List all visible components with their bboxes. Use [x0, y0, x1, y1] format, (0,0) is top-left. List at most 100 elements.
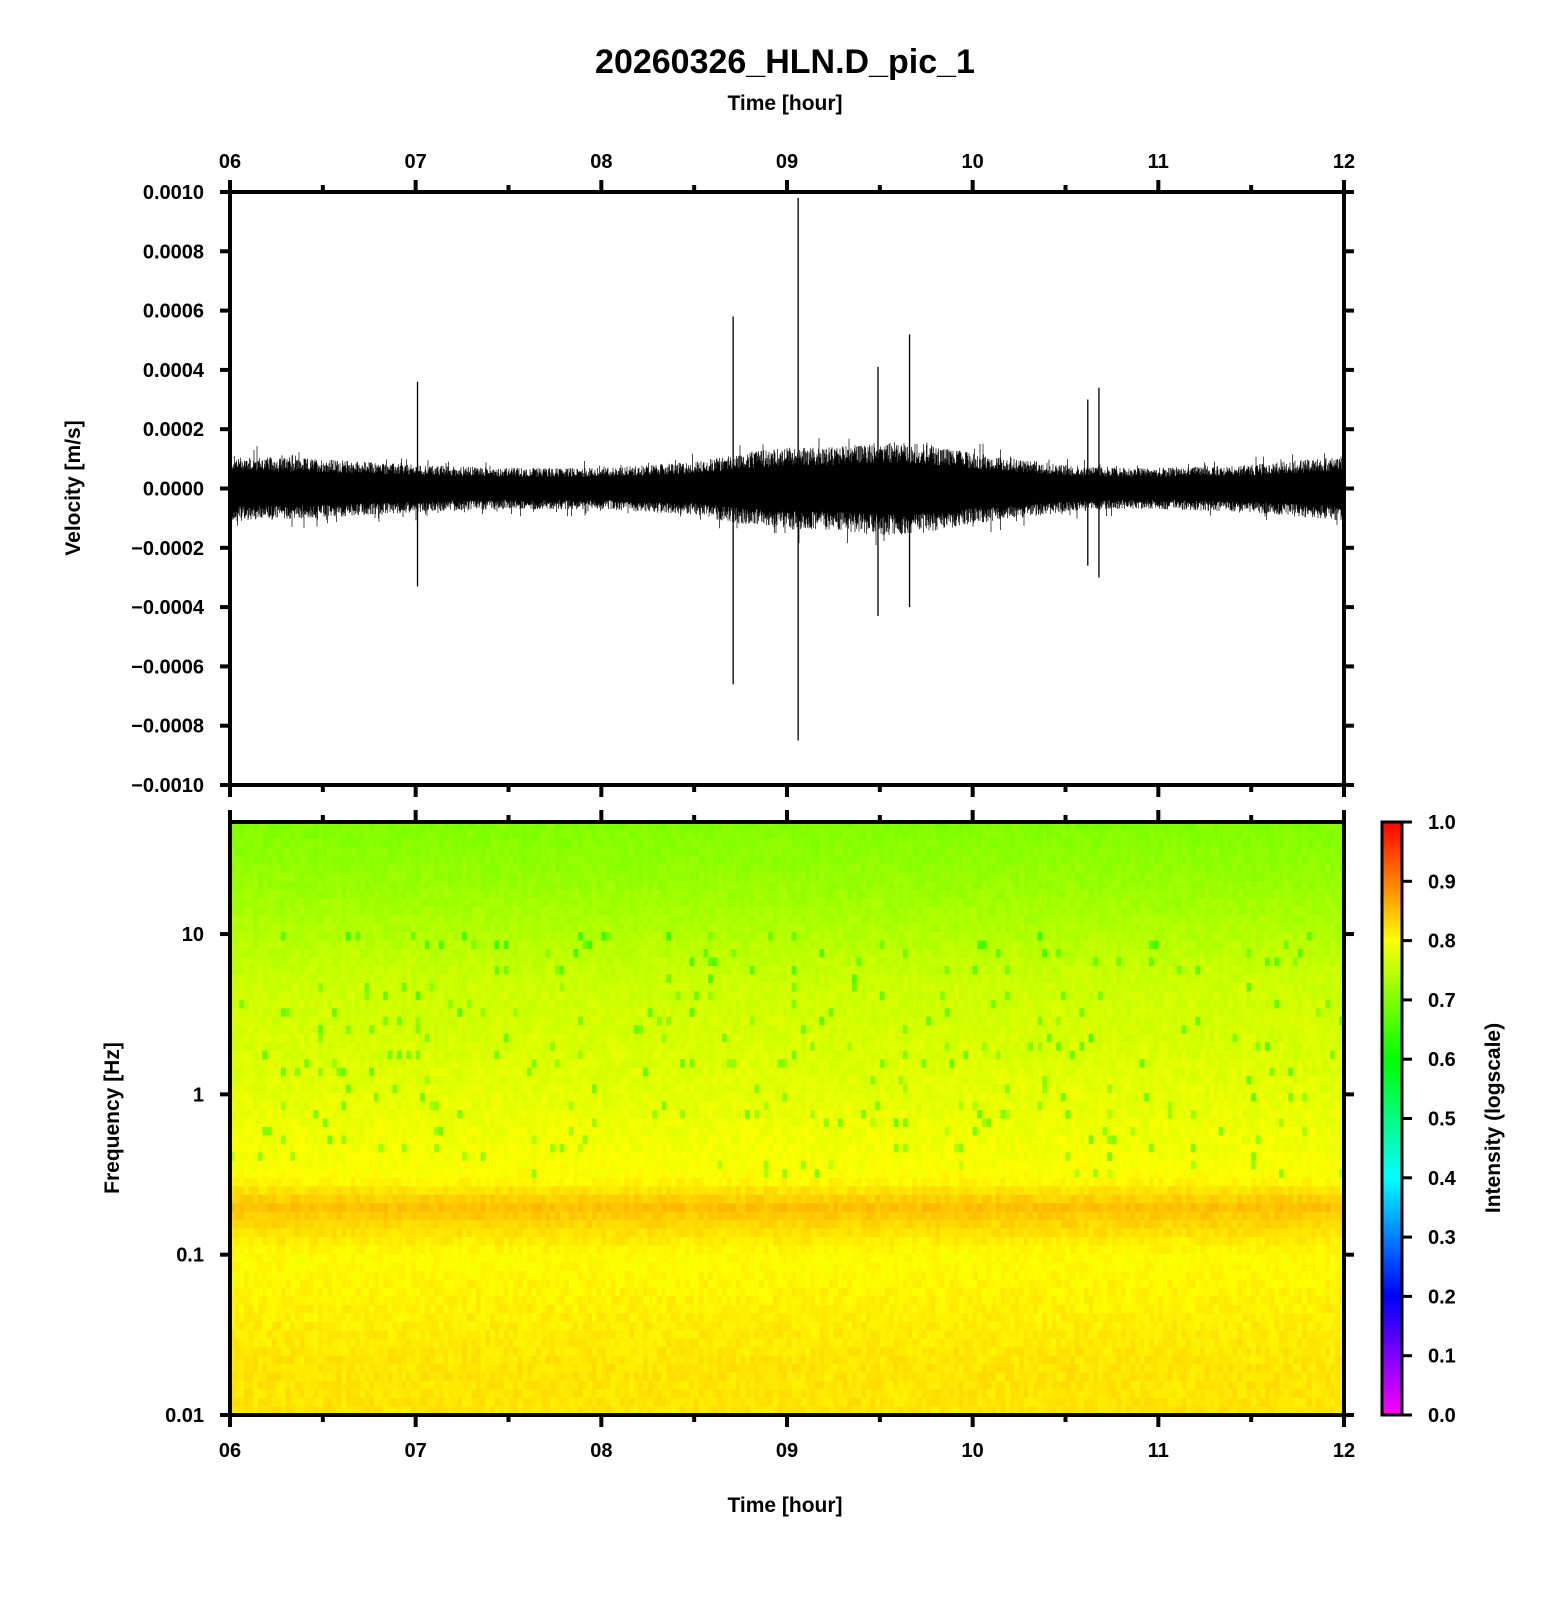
spectrogram-cell — [865, 889, 872, 899]
spectrogram-cell — [1251, 949, 1257, 959]
spectrogram-cell — [1084, 822, 1090, 832]
spectrogram-cell — [712, 855, 718, 865]
spectrogram-cell — [615, 872, 621, 882]
spectrogram-cell — [1060, 923, 1067, 933]
spectrogram-cell — [633, 949, 640, 959]
spectrogram-cell — [508, 906, 514, 916]
spectrogram-cell — [448, 906, 454, 916]
spectrogram-cell — [819, 881, 825, 891]
spectrogram-cell — [814, 864, 821, 874]
spectrogram-cell — [1302, 898, 1308, 908]
spectrogram-cell — [462, 906, 468, 916]
spectrogram-cell — [383, 864, 389, 874]
spectrogram-cell — [1181, 838, 1187, 849]
spectrogram-cell — [554, 949, 561, 959]
spectrogram-cell — [1056, 881, 1062, 891]
spectrogram-cell — [763, 898, 770, 908]
spectrogram-cell — [1093, 872, 1099, 882]
spectrogram-cell — [1176, 822, 1183, 832]
spectrogram-cell — [861, 847, 867, 857]
spectrogram-cell — [657, 940, 663, 950]
spectrogram-cell — [508, 923, 514, 933]
spectrogram-cell — [833, 822, 839, 832]
spectrogram-cell — [373, 864, 380, 874]
spectrogram-cell — [471, 957, 477, 967]
spectrogram-cell — [1292, 898, 1299, 908]
spectrogram-cell — [1190, 974, 1197, 984]
spectrogram-cell — [1139, 915, 1146, 925]
spectrogram-cell — [963, 932, 969, 942]
spectrogram-cell — [698, 822, 705, 832]
spectrogram-cell — [884, 822, 890, 832]
spectrogram-cell — [810, 966, 816, 976]
spectrogram-cell — [847, 949, 853, 959]
spectrogram-cell — [540, 957, 547, 967]
spectrogram-cell — [949, 864, 955, 874]
spectrogram-cell — [1218, 822, 1224, 832]
spectrogram-cell — [912, 932, 918, 942]
spectrogram-cell — [791, 838, 797, 849]
spectrogram-cell — [1227, 864, 1234, 874]
spectrogram-cell — [652, 982, 658, 993]
spectrogram-cell — [578, 974, 584, 984]
spectrogram-cell — [1135, 906, 1141, 916]
spectrogram-cell — [262, 906, 268, 916]
spectrogram-cell — [879, 940, 886, 950]
spectrogram-cell — [1339, 949, 1345, 959]
spectrogram-cell — [861, 838, 867, 849]
spectrogram-cell — [1009, 822, 1016, 832]
spectrogram-cell — [1102, 982, 1108, 993]
spectrogram-cell — [619, 940, 626, 950]
spectrogram-cell — [318, 966, 324, 976]
spectrogram-cell — [1339, 855, 1345, 865]
spectrogram-cell — [578, 982, 584, 993]
spectrogram-cell — [582, 864, 589, 874]
spectrogram-cell — [434, 898, 440, 908]
spectrogram-cell — [1056, 847, 1062, 857]
spectrogram-cell — [615, 889, 621, 899]
spectrogram-cell — [787, 889, 793, 899]
spectrogram-cell — [522, 864, 528, 874]
spectrogram-cell — [559, 966, 565, 976]
spectrogram-cell — [680, 898, 686, 908]
spectrogram-cell — [643, 906, 649, 916]
spectrogram-cell — [1172, 949, 1178, 959]
spectrogram-cell — [1088, 957, 1094, 967]
spectrogram-cell — [629, 881, 635, 891]
spectrogram-cell — [304, 906, 310, 916]
spectrogram-cell — [1190, 898, 1197, 908]
spectrogram-cell — [1227, 872, 1234, 882]
spectrogram-cell — [592, 940, 598, 950]
spectrogram-cell — [294, 991, 301, 1001]
spectrogram-cell — [1153, 982, 1159, 993]
spectrogram-cell — [503, 932, 510, 942]
spectrogram-cell — [1330, 898, 1336, 908]
spectrogram-cell — [499, 966, 505, 976]
spectrogram-cell — [619, 906, 626, 916]
spectrogram-cell — [991, 957, 997, 967]
spectrogram-cell — [1023, 822, 1029, 832]
spectrogram-cell — [977, 889, 983, 899]
spectrogram-cell — [805, 932, 811, 942]
spectrogram-cell — [1144, 898, 1150, 908]
spectrogram-cell — [633, 915, 640, 925]
spectrogram-cell — [369, 898, 375, 908]
spectrogram-cell — [773, 949, 779, 959]
spectrogram-cell — [916, 957, 923, 967]
spectrogram-cell — [615, 974, 621, 984]
spectrogram-cell — [722, 966, 728, 976]
spectrogram-cell — [963, 940, 969, 950]
spectrogram-cell — [1181, 898, 1187, 908]
spectrogram-cell — [522, 932, 528, 942]
spectrogram-cell — [1167, 864, 1173, 874]
spectrogram-cell — [1023, 872, 1029, 882]
spectrogram-cell — [401, 872, 407, 882]
spectrogram-cell — [610, 906, 616, 916]
spectrogram-cell — [1334, 898, 1340, 908]
spectrogram-cell — [545, 915, 551, 925]
spectrogram-cell — [889, 838, 895, 849]
spectrogram-cell — [522, 974, 528, 984]
spectrogram-cell — [462, 949, 468, 959]
spectrogram-cell — [489, 966, 496, 976]
spectrogram-cell — [1297, 957, 1303, 967]
